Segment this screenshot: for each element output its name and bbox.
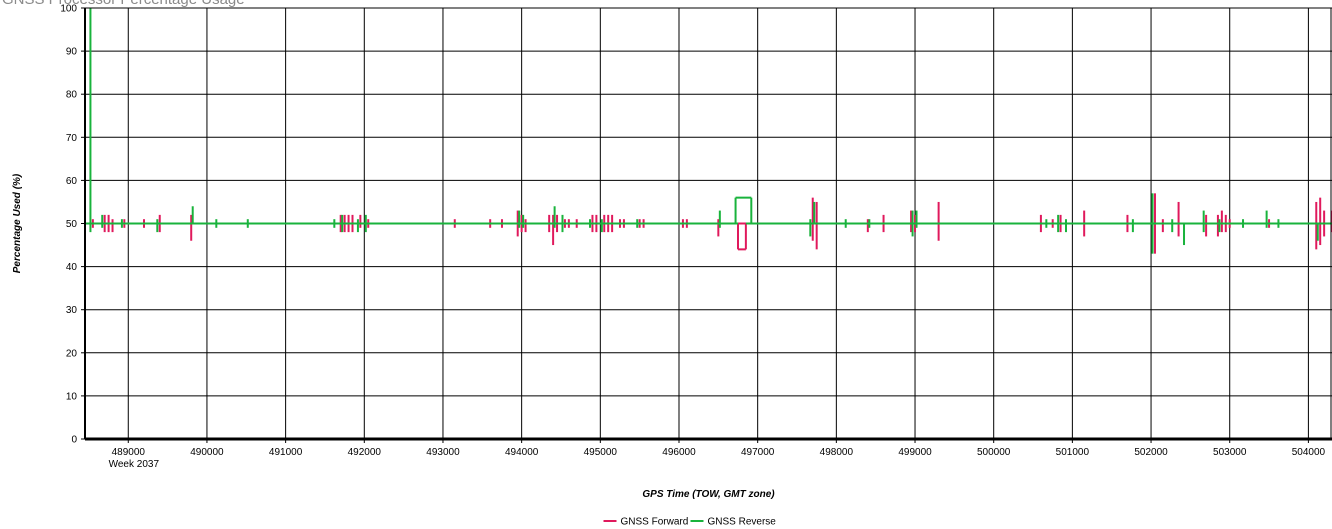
x-ticks: 489000 490000 491000 492000 493000 494000 4950…	[112, 439, 1326, 458]
x-tick-label: 493000	[426, 447, 460, 458]
x-tick-label: 494000	[505, 447, 539, 458]
x-tick-label: 504000	[1292, 447, 1326, 458]
y-tick-label: 20	[66, 348, 78, 359]
x-tick-label: 503000	[1213, 447, 1247, 458]
y-tick-label: 100	[60, 4, 77, 15]
x-tick-label: 497000	[741, 447, 775, 458]
x-tick-label: 495000	[584, 447, 618, 458]
x-tick-label: 501000	[1056, 447, 1090, 458]
y-tick-label: 50	[66, 219, 78, 230]
chart-title: GNSS Processor Percentage Usage	[2, 0, 245, 8]
x-axis-week-label: Week 2037	[109, 459, 160, 470]
series-layer	[84, 8, 1332, 427]
x-tick-label: 492000	[348, 447, 382, 458]
x-tick-label: 490000	[190, 447, 224, 458]
x-tick-label: 502000	[1134, 447, 1168, 458]
y-tick-label: 30	[66, 305, 78, 316]
x-tick-label: 491000	[269, 447, 303, 458]
y-ticks: 0 10 20 30 40 50 60 70 80 90 100	[60, 4, 85, 446]
legend-label-gnss-reverse: GNSS Reverse	[708, 517, 777, 528]
x-axis-title: GPS Time (TOW, GMT zone)	[642, 489, 775, 500]
x-tick-label: 496000	[662, 447, 696, 458]
y-tick-label: 40	[66, 262, 78, 273]
x-tick-label: 498000	[820, 447, 854, 458]
series-1	[85, 8, 1332, 254]
legend-label-gnss-forward: GNSS Forward	[621, 517, 689, 528]
legend: GNSS Forward GNSS Reverse	[603, 517, 777, 528]
y-tick-label: 10	[66, 391, 78, 402]
y-tick-label: 90	[66, 47, 78, 58]
y-tick-label: 80	[66, 90, 78, 101]
y-tick-label: 60	[66, 176, 78, 187]
y-axis-title: Percentage Used (%)	[12, 173, 23, 273]
x-tick-label: 499000	[898, 447, 932, 458]
y-tick-label: 70	[66, 133, 78, 144]
x-tick-label: 500000	[977, 447, 1011, 458]
y-tick-label: 0	[71, 435, 77, 446]
x-tick-label: 489000	[112, 447, 146, 458]
